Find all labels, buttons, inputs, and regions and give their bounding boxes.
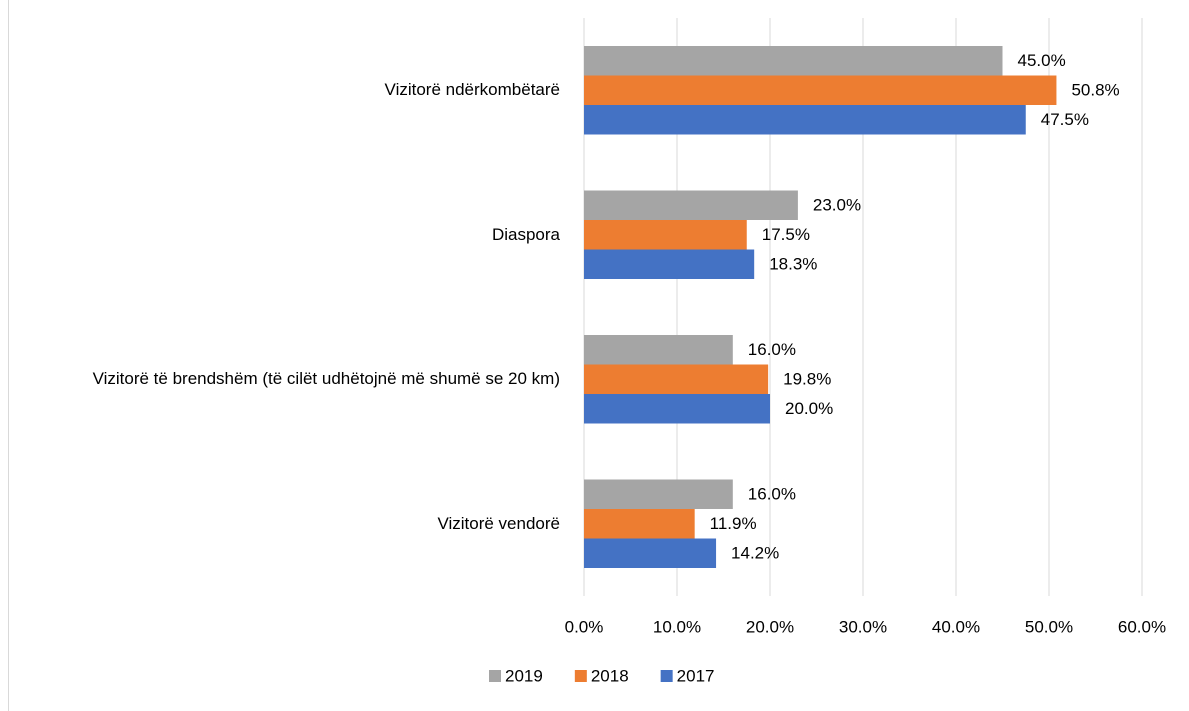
legend-swatch: [574, 670, 587, 682]
data-label: 23.0%: [813, 196, 861, 215]
x-tick-label: 20.0%: [746, 617, 794, 636]
category-text: Diaspora: [491, 224, 560, 244]
data-label: 50.8%: [1071, 81, 1119, 100]
bar: [584, 75, 1057, 105]
category-text: Vizitorë ndërkombëtarë: [384, 80, 560, 100]
data-label: 11.9%: [710, 514, 757, 533]
legend-label: 2019: [505, 666, 543, 685]
category-text: Vizitorë vendorë: [437, 513, 560, 533]
data-label: 19.8%: [783, 370, 831, 389]
category-text: Vizitorë të brendshëm (të cilët udhëtojn…: [92, 369, 560, 389]
category-label: Vizitorë vendorë: [15, 509, 560, 539]
bar: [584, 220, 747, 250]
data-label: 16.0%: [748, 485, 796, 504]
data-label: 16.0%: [748, 340, 796, 359]
legend-label: 2017: [677, 666, 715, 685]
category-label: Vizitorë ndërkombëtarë: [15, 75, 560, 105]
category-label: Diaspora: [15, 220, 560, 250]
legend-swatch: [489, 670, 501, 682]
bar: [584, 249, 755, 279]
data-label: 47.5%: [1041, 110, 1089, 129]
bar: [584, 105, 1026, 135]
category-label: Vizitorë të brendshëm (të cilët udhëtojn…: [15, 364, 560, 394]
data-label: 14.2%: [731, 544, 779, 563]
bar: [584, 364, 769, 394]
x-tick-label: 10.0%: [653, 617, 701, 636]
x-tick-label: 60.0%: [1118, 617, 1166, 636]
x-tick-label: 50.0%: [1025, 617, 1073, 636]
legend-label: 2018: [591, 666, 629, 685]
data-label: 17.5%: [762, 225, 810, 244]
bar: [584, 190, 798, 220]
data-label: 18.3%: [769, 255, 817, 274]
bar: [584, 538, 717, 568]
x-tick-label: 0.0%: [565, 617, 604, 636]
bar: [584, 509, 695, 539]
x-tick-label: 30.0%: [839, 617, 887, 636]
x-tick-label: 40.0%: [932, 617, 980, 636]
legend-swatch: [660, 670, 673, 682]
bar: [584, 479, 733, 509]
data-label: 20.0%: [785, 399, 833, 418]
data-label: 45.0%: [1018, 51, 1066, 70]
bar: [584, 46, 1003, 76]
bar: [584, 335, 733, 365]
bar: [584, 394, 770, 424]
